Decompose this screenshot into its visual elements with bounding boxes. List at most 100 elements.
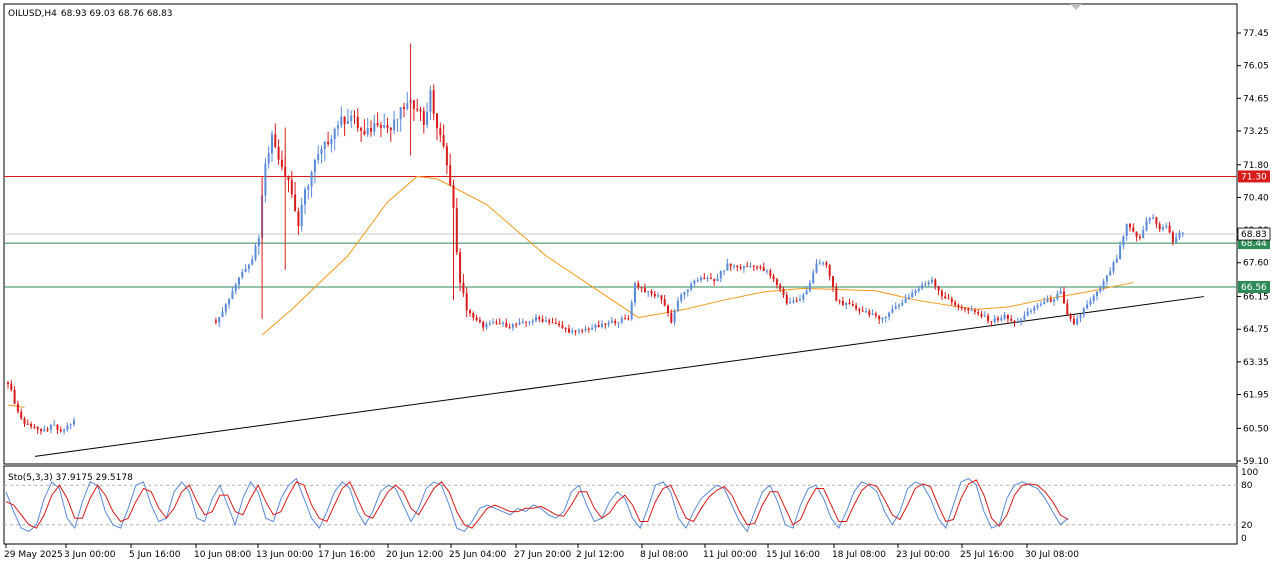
candle-bull <box>307 186 310 190</box>
candle-bull <box>888 312 891 317</box>
candle-bear <box>30 423 33 427</box>
candle-bull <box>1181 232 1184 234</box>
candle-bull <box>373 123 376 132</box>
candle-bull <box>535 317 537 321</box>
candle-bull <box>1122 236 1125 246</box>
candle-bear <box>564 328 567 330</box>
current-price-tag <box>1237 227 1271 241</box>
candle-bear <box>515 324 518 326</box>
candle-bull <box>1119 245 1122 259</box>
candle-bull <box>257 238 260 247</box>
candle-bull <box>898 305 900 307</box>
candle-bear <box>445 146 448 166</box>
stochastic-signal-line <box>5 479 1069 529</box>
candle-bear <box>20 411 23 419</box>
candle-bull <box>1148 218 1151 221</box>
candle-bull <box>601 323 603 327</box>
candle-bear <box>561 325 564 329</box>
candle-bull <box>1030 310 1032 312</box>
candle-bear <box>1129 223 1131 228</box>
candle-bear <box>1138 236 1141 239</box>
level-price-tag <box>1238 281 1270 294</box>
candle-bear <box>26 423 29 425</box>
candle-bear <box>627 318 630 320</box>
candle-bear <box>508 327 511 329</box>
candle-bull <box>251 259 254 265</box>
chart-shift-marker-icon[interactable] <box>1070 4 1082 10</box>
candle-bull <box>584 328 587 331</box>
y-tick-label: 74.65 <box>1243 94 1269 104</box>
candle-bull <box>1016 322 1019 324</box>
candle-bull <box>1039 304 1042 306</box>
candle-bull <box>492 322 495 324</box>
candle-bull <box>406 103 409 109</box>
candle-bull <box>320 148 323 155</box>
candle-bull <box>1165 225 1168 228</box>
candle-bear <box>459 252 462 283</box>
candle-bull <box>723 270 726 272</box>
trendline-layer <box>34 296 1205 457</box>
x-tick-label: 27 Jun 20:00 <box>514 550 571 560</box>
y-tick-label: 70.40 <box>1243 193 1269 203</box>
candle-bear <box>855 305 858 309</box>
candle-bear <box>33 426 36 428</box>
candle-bear <box>214 320 217 323</box>
price-axis: 77.4576.0574.6573.2571.8070.4069.0067.60… <box>1237 29 1269 467</box>
candle-bull <box>485 324 488 328</box>
candle-bear <box>274 134 277 147</box>
candle-bear <box>1063 291 1065 304</box>
candle-bear <box>587 328 590 330</box>
stochastic-level-label: 100 <box>1241 468 1258 478</box>
x-tick-label: 20 Jun 12:00 <box>386 550 443 560</box>
candle-bear <box>940 290 943 297</box>
x-tick-label: 5 Jun 16:00 <box>129 550 181 560</box>
level-price-tag-label: 68.44 <box>1241 239 1267 249</box>
candle-bear <box>713 279 716 282</box>
candle-bull <box>241 272 244 278</box>
candle-bull <box>1036 305 1039 308</box>
candle-bull <box>264 163 267 196</box>
y-tick-label: 61.95 <box>1243 391 1269 401</box>
candle-bull <box>238 277 240 285</box>
candle-bear <box>376 123 379 126</box>
candle-bear <box>1171 232 1174 243</box>
candle-bull <box>43 429 46 432</box>
candle-bear <box>10 383 13 391</box>
candle-bear <box>40 429 42 432</box>
candle-bull <box>518 322 521 325</box>
candle-bull <box>73 420 75 425</box>
candle-bear <box>739 266 742 269</box>
candle-bear <box>650 291 653 294</box>
candle-bear <box>505 322 508 328</box>
x-tick-label: 2 Jul 12:00 <box>576 550 625 560</box>
candle-bear <box>356 116 359 128</box>
candle-bull <box>1043 301 1046 305</box>
candle-bear <box>581 330 584 332</box>
candle-bear <box>449 165 452 186</box>
candle-bear <box>851 304 854 306</box>
candle-bull <box>1026 311 1029 316</box>
candle-bull <box>904 298 907 303</box>
candle-bull <box>617 322 620 324</box>
y-tick-label: 63.35 <box>1243 358 1269 368</box>
candle-bull <box>399 107 402 120</box>
candle-bull <box>1056 293 1059 300</box>
candle-bull <box>865 311 867 313</box>
candle-bull <box>1152 217 1155 219</box>
candle-bear <box>432 90 435 114</box>
candle-bull <box>686 289 689 292</box>
candle-bear <box>703 277 706 280</box>
candle-bull <box>634 283 636 303</box>
candle-bull <box>884 316 887 318</box>
candle-bull <box>1082 308 1085 315</box>
candle-bull <box>970 310 973 312</box>
candle-bear <box>746 265 749 267</box>
candle-bull <box>924 284 927 286</box>
candle-bull <box>1023 315 1026 320</box>
symbol-header: OILUSD,H4 68.93 69.03 68.76 68.83 <box>8 9 173 19</box>
candle-bear <box>558 323 561 326</box>
candle-bear <box>538 317 541 320</box>
candle-bear <box>287 176 290 181</box>
candle-bear <box>937 286 940 291</box>
price-tags: 71.30 68.44 66.56 68.83 <box>1237 170 1271 294</box>
